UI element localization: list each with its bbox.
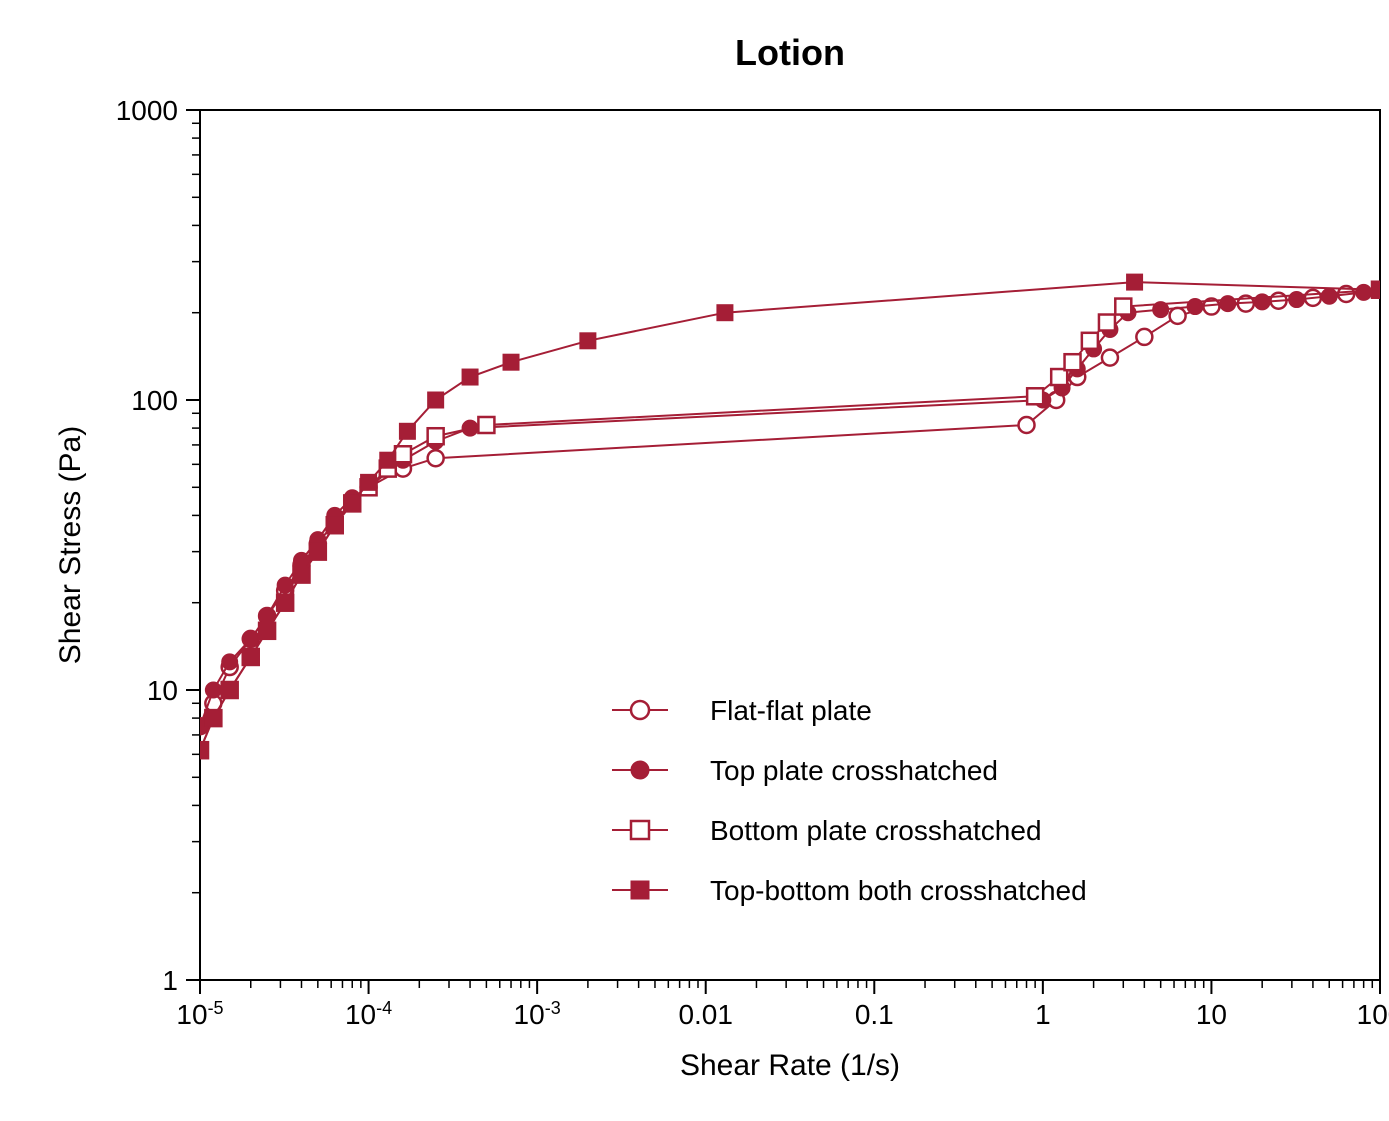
marker-square-solid: [503, 354, 519, 370]
marker-square-open: [478, 417, 494, 433]
y-axis-label: Shear Stress (Pa): [54, 426, 87, 664]
marker-square-open: [1082, 333, 1098, 349]
plot-border: [200, 110, 1380, 980]
marker-square-solid: [259, 623, 275, 639]
legend-label: Top plate crosshatched: [710, 755, 998, 786]
x-tick-label: 10: [1196, 999, 1227, 1030]
marker-square-open: [1065, 354, 1081, 370]
y-tick-label: 1000: [116, 95, 178, 126]
marker-circle-solid: [631, 761, 649, 779]
marker-square-solid: [344, 495, 360, 511]
series-line: [200, 290, 1380, 750]
marker-circle-solid: [1321, 288, 1337, 304]
marker-circle-solid: [1220, 296, 1236, 312]
marker-square-solid: [222, 682, 238, 698]
chart-container: Lotion 10-5 10-4 10-3 0.01 0.1 1 10 100 1 10 100 100…: [20, 20, 1389, 1101]
marker-square-solid: [1372, 282, 1388, 298]
marker-square-solid: [243, 649, 259, 665]
series-line: [200, 282, 1380, 750]
marker-square-open: [1027, 388, 1043, 404]
x-axis-label: Shear Rate (1/s): [680, 1049, 900, 1082]
marker-circle-open: [428, 450, 444, 466]
marker-circle-open: [1019, 417, 1035, 433]
marker-square-solid: [580, 333, 596, 349]
marker-square-solid: [428, 392, 444, 408]
marker-square-solid: [205, 710, 221, 726]
y-tick-label: 100: [131, 385, 178, 416]
x-tick-label: 10-5: [176, 998, 223, 1030]
y-tick-label: 1: [162, 965, 178, 996]
marker-square-solid: [310, 544, 326, 560]
lotion-chart: Lotion 10-5 10-4 10-3 0.01 0.1 1 10 100 1 10 100 100…: [20, 20, 1389, 1101]
marker-square-solid: [192, 742, 208, 758]
marker-square-open: [1115, 299, 1131, 315]
marker-square-solid: [717, 305, 733, 321]
marker-square-open: [395, 446, 411, 462]
marker-square-solid: [462, 369, 478, 385]
marker-circle-open: [1102, 350, 1118, 366]
plot-area: [192, 274, 1388, 758]
x-tick-label: 1: [1035, 999, 1051, 1030]
marker-circle-solid: [243, 631, 259, 647]
marker-square-solid: [327, 517, 343, 533]
marker-square-solid: [380, 452, 396, 468]
marker-square-open: [1099, 315, 1115, 331]
marker-square-solid: [1127, 274, 1143, 290]
series-line: [200, 290, 1380, 726]
marker-circle-open: [1170, 308, 1186, 324]
chart-title: Lotion: [735, 32, 845, 73]
marker-square-solid: [277, 595, 293, 611]
marker-square-open: [631, 821, 649, 839]
marker-circle-open: [631, 701, 649, 719]
x-tick-label: 100: [1357, 999, 1389, 1030]
legend-label: Flat-flat plate: [710, 695, 872, 726]
marker-circle-solid: [1356, 284, 1372, 300]
y-tick-label: 10: [147, 675, 178, 706]
marker-circle-solid: [205, 682, 221, 698]
x-tick-label: 10-3: [514, 998, 561, 1030]
series-line: [200, 290, 1380, 726]
marker-circle-solid: [277, 577, 293, 593]
marker-circle-open: [1136, 329, 1152, 345]
x-tick-label: 0.1: [855, 999, 894, 1030]
marker-square-solid: [631, 881, 649, 899]
x-tick-label: 0.01: [678, 999, 733, 1030]
legend-label: Top-bottom both crosshatched: [710, 875, 1087, 906]
marker-square-solid: [293, 567, 309, 583]
marker-square-open: [428, 428, 444, 444]
marker-square-solid: [399, 423, 415, 439]
marker-square-solid: [361, 474, 377, 490]
x-tick-label: 10-4: [345, 998, 392, 1030]
legend: Flat-flat plate Top plate crosshatched Bot…: [612, 695, 1087, 906]
marker-circle-solid: [222, 654, 238, 670]
legend-label: Bottom plate crosshatched: [710, 815, 1042, 846]
